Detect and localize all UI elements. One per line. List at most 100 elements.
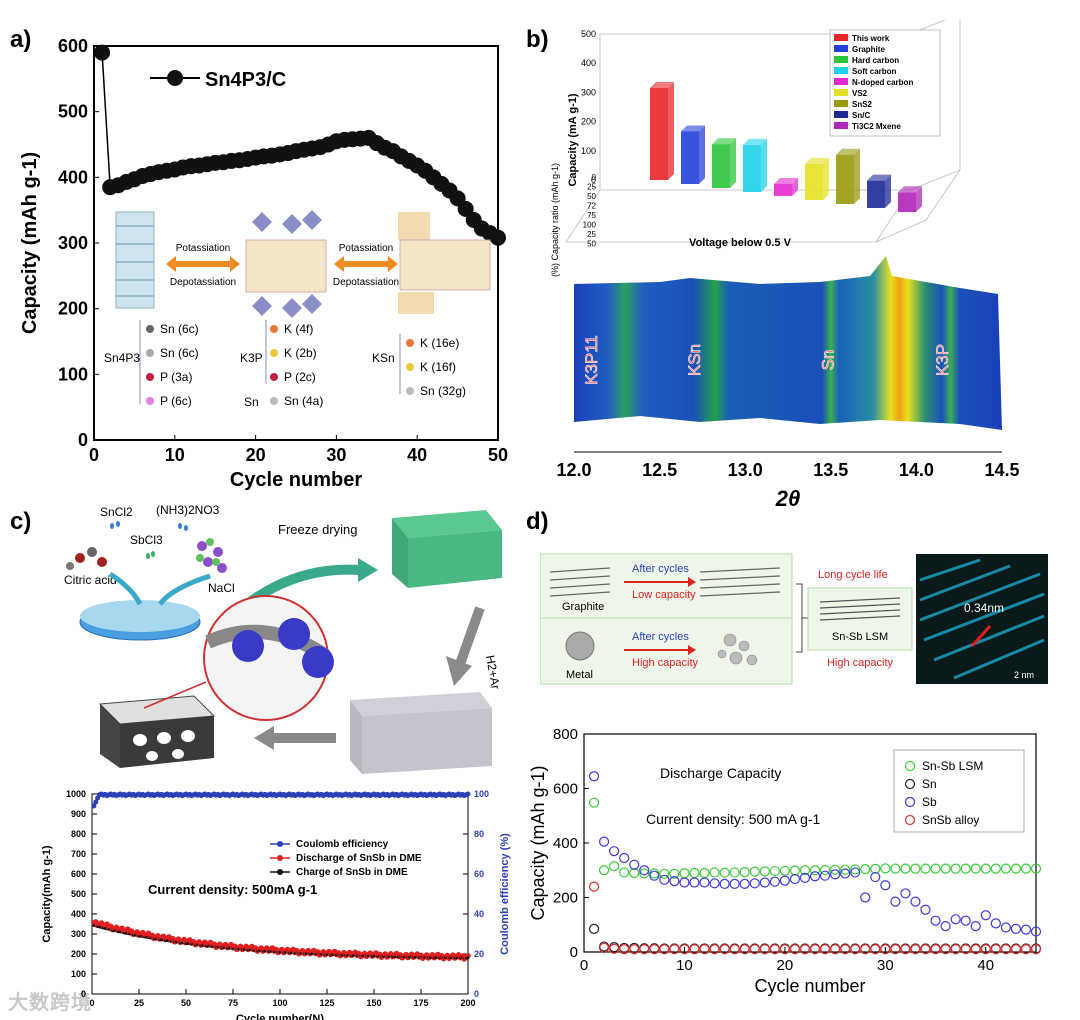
data-point bbox=[960, 944, 971, 955]
y-tick-label: 1000 bbox=[66, 789, 86, 799]
data-point bbox=[1030, 863, 1042, 874]
data-point bbox=[669, 868, 680, 879]
pulverized-metal-icon bbox=[717, 633, 758, 666]
y-tick-label: 200 bbox=[553, 890, 578, 907]
bar3d-y-tick-label: 200 bbox=[581, 117, 596, 127]
bar3d-y-tick-label: 500 bbox=[581, 29, 596, 39]
y-tick-label: 100 bbox=[71, 969, 86, 979]
y2-tick-label: 20 bbox=[474, 949, 484, 959]
data-point bbox=[880, 880, 891, 891]
xrd-x-tick-label: 13.0 bbox=[728, 460, 763, 480]
nh3no3-label: (NH3)2NO3 bbox=[156, 503, 220, 517]
data-point bbox=[729, 878, 740, 889]
bar3d-legend-swatch bbox=[834, 122, 848, 129]
data-point bbox=[809, 865, 821, 876]
data-point bbox=[850, 867, 861, 878]
bar3d-back-tick: 50 bbox=[587, 240, 596, 249]
data-point bbox=[709, 867, 720, 878]
data-point bbox=[689, 944, 700, 955]
data-point bbox=[890, 896, 901, 907]
graphite-layers-icon bbox=[549, 567, 781, 597]
x-tick-label: 0 bbox=[580, 957, 588, 974]
data-point bbox=[840, 868, 851, 879]
data-point bbox=[860, 944, 871, 955]
long-cycle-life-label: Long cycle life bbox=[818, 569, 888, 581]
bar-side bbox=[916, 186, 922, 212]
data-point bbox=[1010, 863, 1022, 874]
data-point bbox=[1020, 944, 1032, 955]
data-point bbox=[689, 877, 700, 888]
data-point bbox=[830, 869, 841, 880]
bar-side bbox=[885, 174, 891, 208]
legend-marker bbox=[904, 760, 916, 772]
x-tick-label: 75 bbox=[228, 998, 238, 1008]
data-point bbox=[669, 944, 680, 955]
bar3d-back-tick: 25 bbox=[587, 183, 596, 192]
bar3d-back-tick: 75 bbox=[587, 211, 596, 220]
data-point bbox=[588, 797, 600, 808]
sbcl3-label: SbCl3 bbox=[130, 533, 163, 547]
bar-side bbox=[730, 138, 736, 188]
data-point bbox=[598, 836, 610, 847]
svg-text:Potassiation: Potassiation bbox=[176, 243, 230, 254]
potassiation-arrow-1: Potassiation Depotassiation bbox=[166, 243, 240, 288]
y-tick-label: 500 bbox=[58, 102, 88, 122]
data-point bbox=[490, 229, 506, 246]
data-point bbox=[970, 921, 981, 932]
data-point bbox=[870, 871, 881, 883]
bar3d-legend-label: Ti3C2 Mxene bbox=[852, 122, 901, 131]
y2-tick-label: 40 bbox=[474, 909, 484, 919]
bar-top bbox=[650, 82, 674, 89]
data-point bbox=[679, 877, 690, 888]
data-point bbox=[1000, 863, 1011, 874]
data-point bbox=[649, 944, 660, 955]
bar3d-legend-label: N-doped carbon bbox=[852, 78, 913, 87]
data-point bbox=[739, 944, 750, 955]
data-point bbox=[749, 878, 760, 889]
data-point bbox=[1000, 922, 1011, 933]
lsm-schematic: Graphite After cycles Low capacity Metal… bbox=[540, 553, 1048, 685]
data-point bbox=[990, 944, 1001, 955]
data-point bbox=[709, 878, 720, 889]
xrd-contour-map bbox=[574, 256, 1002, 430]
bar3d-legend-swatch bbox=[834, 78, 848, 85]
data-point bbox=[980, 910, 991, 921]
xrd-x-tick-label: 12.0 bbox=[556, 460, 591, 480]
watermark: 大数跨境 bbox=[8, 992, 92, 1014]
data-point bbox=[669, 876, 680, 887]
x-tick-label: 30 bbox=[326, 445, 346, 465]
data-point bbox=[920, 944, 931, 955]
chart-b: 0 100 200 300 400 500 Capacity (mA g-1) (%) C… bbox=[550, 20, 1020, 510]
data-point bbox=[659, 874, 670, 885]
data-point bbox=[940, 921, 951, 932]
bar bbox=[898, 192, 916, 212]
bar3d-legend-swatch bbox=[834, 45, 848, 52]
x-tick-label: 175 bbox=[413, 998, 428, 1008]
data-point bbox=[739, 867, 750, 878]
svg-text:Depotassiation: Depotassiation bbox=[333, 277, 399, 288]
data-point bbox=[870, 944, 881, 955]
y-tick-label: 800 bbox=[553, 726, 578, 743]
data-point bbox=[719, 867, 730, 878]
legend-label: Sb bbox=[922, 795, 937, 809]
data-point bbox=[598, 865, 610, 876]
data-point bbox=[759, 877, 770, 888]
svg-text:K3P: K3P bbox=[240, 351, 263, 365]
legend-label: Sn-Sb LSM bbox=[922, 759, 983, 773]
chart-d-annotation: Current density: 500 mA g-1 bbox=[646, 811, 821, 827]
data-point bbox=[719, 944, 730, 955]
crystal-structure-sn4p3 bbox=[115, 211, 155, 309]
bar3d-back-tick: 100 bbox=[583, 221, 597, 230]
data-point bbox=[779, 865, 790, 876]
legend-label: Sn bbox=[922, 777, 937, 791]
xrd-peak-label: KSn bbox=[685, 344, 704, 376]
data-point bbox=[840, 944, 851, 955]
data-point bbox=[930, 944, 941, 955]
data-point bbox=[629, 859, 640, 870]
freeze-drying-arrow bbox=[247, 564, 361, 607]
svg-text:Sn (32g): Sn (32g) bbox=[420, 384, 466, 398]
xrd-xlabel: 2θ bbox=[775, 486, 801, 510]
bar bbox=[650, 88, 668, 180]
data-point bbox=[679, 868, 690, 879]
data-point bbox=[769, 865, 780, 877]
